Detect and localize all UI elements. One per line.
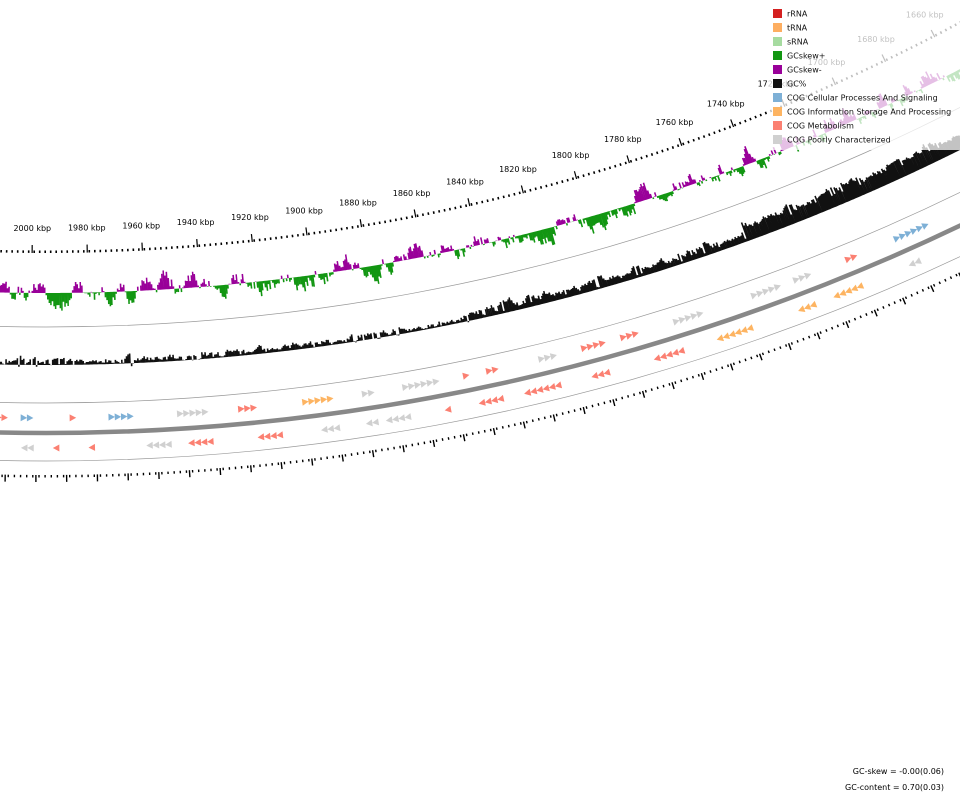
legend-label: COG Poorly Characterized (787, 136, 891, 145)
legend-swatch (773, 79, 782, 88)
gene (188, 437, 214, 447)
gene (908, 257, 922, 267)
gene (108, 412, 134, 421)
tick-label: 1960 kbp (122, 222, 160, 231)
major-tick (305, 227, 308, 236)
legend: rRNA tRNA sRNA GCskew+ GCskew- GC% COG Cellula… (768, 4, 960, 150)
major-tick (626, 155, 630, 164)
legend-swatch (773, 121, 782, 130)
major-tick (520, 185, 524, 194)
legend-swatch (773, 135, 782, 144)
legend-label: COG Metabolism (787, 122, 854, 131)
gene (537, 353, 557, 363)
legend-label: GCskew+ (787, 52, 825, 61)
tick-label: 1920 kbp (231, 213, 269, 222)
gene (321, 424, 341, 433)
major-tick (573, 171, 578, 180)
major-tick (678, 138, 683, 146)
gene (146, 440, 172, 449)
major-tick (413, 209, 417, 218)
major-tick (196, 239, 198, 248)
gene (485, 366, 499, 375)
legend-label: sRNA (787, 38, 809, 47)
legend-swatch (773, 51, 782, 60)
major-tick (467, 198, 471, 207)
gene (798, 300, 818, 312)
gene (580, 340, 606, 353)
gene (892, 223, 929, 243)
legend-label: COG Cellular Processes And Signaling (787, 94, 938, 103)
legend-label: tRNA (787, 24, 808, 33)
tick-label: 1760 kbp (656, 118, 694, 127)
gene (365, 418, 380, 427)
gene (619, 331, 639, 342)
major-tick (250, 233, 253, 243)
gene (792, 272, 812, 284)
tick-label: 1980 kbp (68, 224, 106, 233)
legend-swatch (773, 93, 782, 102)
tick-label: 1820 kbp (499, 165, 537, 174)
gene (524, 381, 563, 396)
tick-label: 1740 kbp (707, 99, 745, 108)
gc-skew-stat: GC-skew = -0.00(0.06) (853, 767, 944, 776)
gene (750, 284, 781, 300)
legend-swatch (773, 37, 782, 46)
gene (385, 413, 412, 424)
tick-label: 1940 kbp (177, 218, 215, 227)
gene (478, 394, 505, 406)
gene (20, 444, 34, 452)
legend-label: GCskew- (787, 66, 822, 75)
legend-label: COG Information Storage And Processing (787, 108, 951, 117)
major-tick (359, 219, 363, 228)
gene (176, 408, 209, 418)
gene (653, 346, 686, 362)
tick-label: 1800 kbp (552, 151, 590, 160)
tick-label: 1840 kbp (446, 178, 484, 187)
gene (0, 414, 8, 421)
legend-swatch (773, 23, 782, 32)
gene (69, 414, 77, 422)
gene (444, 405, 452, 413)
tick-label: 1860 kbp (393, 189, 431, 198)
legend-swatch (773, 9, 782, 18)
legend-swatch (773, 107, 782, 116)
gene (401, 378, 440, 391)
tick-label: 1780 kbp (604, 135, 642, 144)
gene (716, 324, 754, 342)
legend-background (768, 4, 960, 150)
gene (237, 404, 257, 413)
gene (257, 431, 284, 441)
gene (20, 414, 34, 422)
outer-ticks (1, 272, 960, 482)
legend-label: GC% (787, 80, 807, 89)
major-tick (730, 119, 735, 128)
gene (361, 389, 375, 398)
legend-label: rRNA (787, 10, 808, 19)
backbone (0, 222, 960, 435)
gene (52, 444, 60, 452)
gene (844, 254, 858, 264)
gc-content-stat: GC-content = 0.70(0.03) (845, 783, 944, 792)
legend-swatch (773, 65, 782, 74)
tick-label: 2000 kbp (13, 224, 51, 233)
gene (88, 443, 96, 451)
tick-label: 1880 kbp (339, 198, 377, 207)
gene (833, 282, 865, 299)
rings: 1660 kbp1680 kbp1700 kbp1720 kbp1740 kbp… (0, 11, 960, 482)
tick-label: 1900 kbp (285, 207, 323, 216)
gene (301, 395, 334, 406)
gene (591, 368, 611, 379)
gene (672, 311, 704, 326)
gene (462, 372, 470, 380)
